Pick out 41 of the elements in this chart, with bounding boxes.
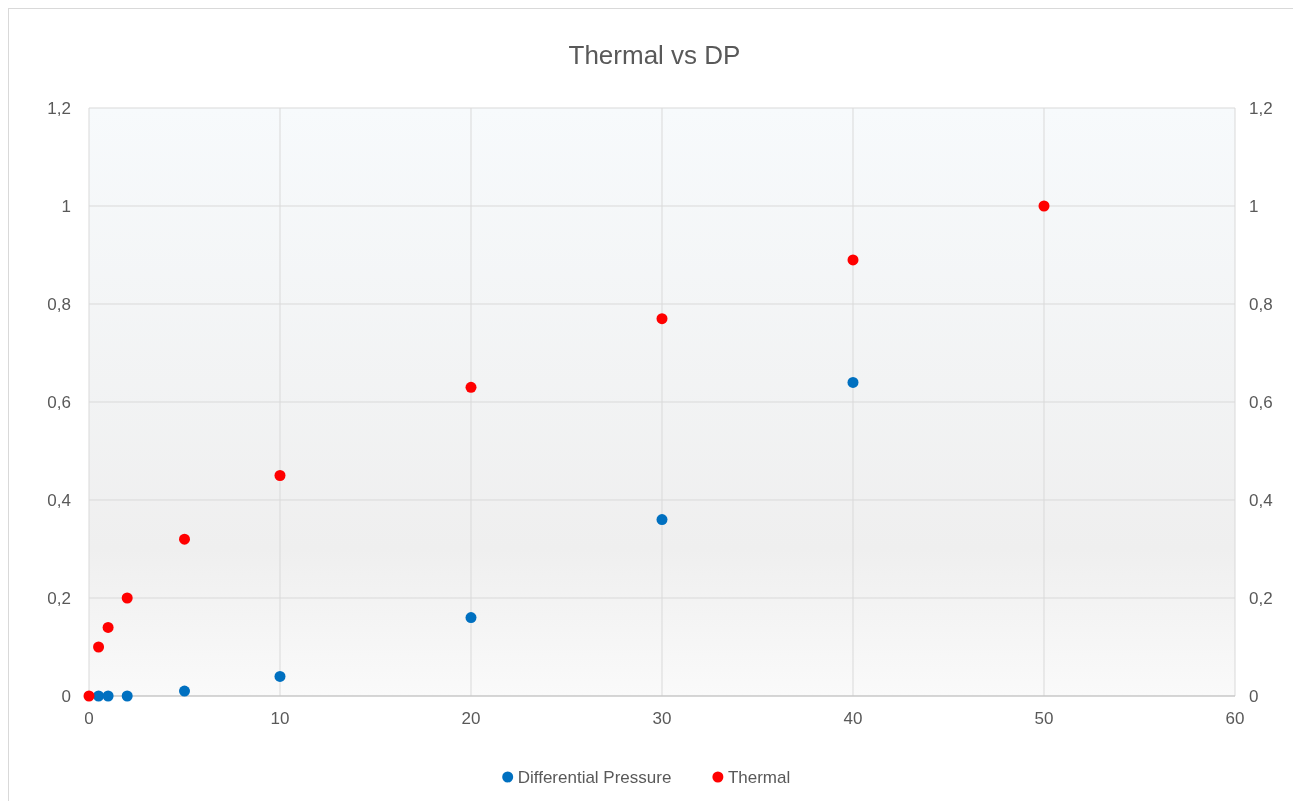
point (465, 381, 477, 393)
point (1038, 200, 1050, 212)
point (465, 612, 477, 624)
point (274, 670, 286, 682)
point (93, 641, 105, 653)
point (656, 514, 668, 526)
y2-tick-label: 1,2 (1249, 99, 1273, 118)
x-tick-label: 60 (1225, 709, 1245, 728)
y-tick-label: 0 (61, 687, 71, 706)
point (847, 376, 859, 388)
point (102, 690, 114, 702)
y2-tick-label: 0,2 (1249, 589, 1273, 608)
y2-tick-label: 0,4 (1249, 491, 1273, 510)
point (179, 685, 190, 697)
y2-tick-label: 1 (1249, 197, 1259, 216)
y2-tick-label: 0,6 (1249, 393, 1273, 412)
y2-tick-label: 0,8 (1249, 295, 1273, 314)
point (102, 621, 114, 633)
y2-tick-label: 0 (1249, 687, 1259, 706)
chart-title: Thermal vs DP (568, 40, 741, 70)
y-tick-label: 1,2 (47, 99, 71, 118)
y-tick-label: 1 (61, 197, 71, 216)
y-tick-label: 0,4 (47, 491, 71, 510)
x-tick-label: 40 (843, 709, 863, 728)
legend-label: Thermal (727, 768, 791, 787)
y-tick-label: 0,2 (47, 589, 71, 608)
point (847, 254, 859, 266)
point (179, 533, 190, 545)
point (83, 690, 95, 702)
point (121, 592, 133, 604)
y-tick-label: 0,6 (47, 393, 71, 412)
x-tick-label: 0 (84, 709, 94, 728)
x-tick-label: 20 (461, 709, 481, 728)
y-tick-label: 0,8 (47, 295, 71, 314)
legend-label: Differential Pressure (517, 768, 672, 787)
point (656, 313, 668, 325)
point (274, 470, 286, 481)
x-tick-label: 30 (652, 709, 672, 728)
x-tick-label: 50 (1034, 709, 1054, 728)
point (121, 690, 133, 702)
x-tick-label: 10 (270, 709, 290, 728)
